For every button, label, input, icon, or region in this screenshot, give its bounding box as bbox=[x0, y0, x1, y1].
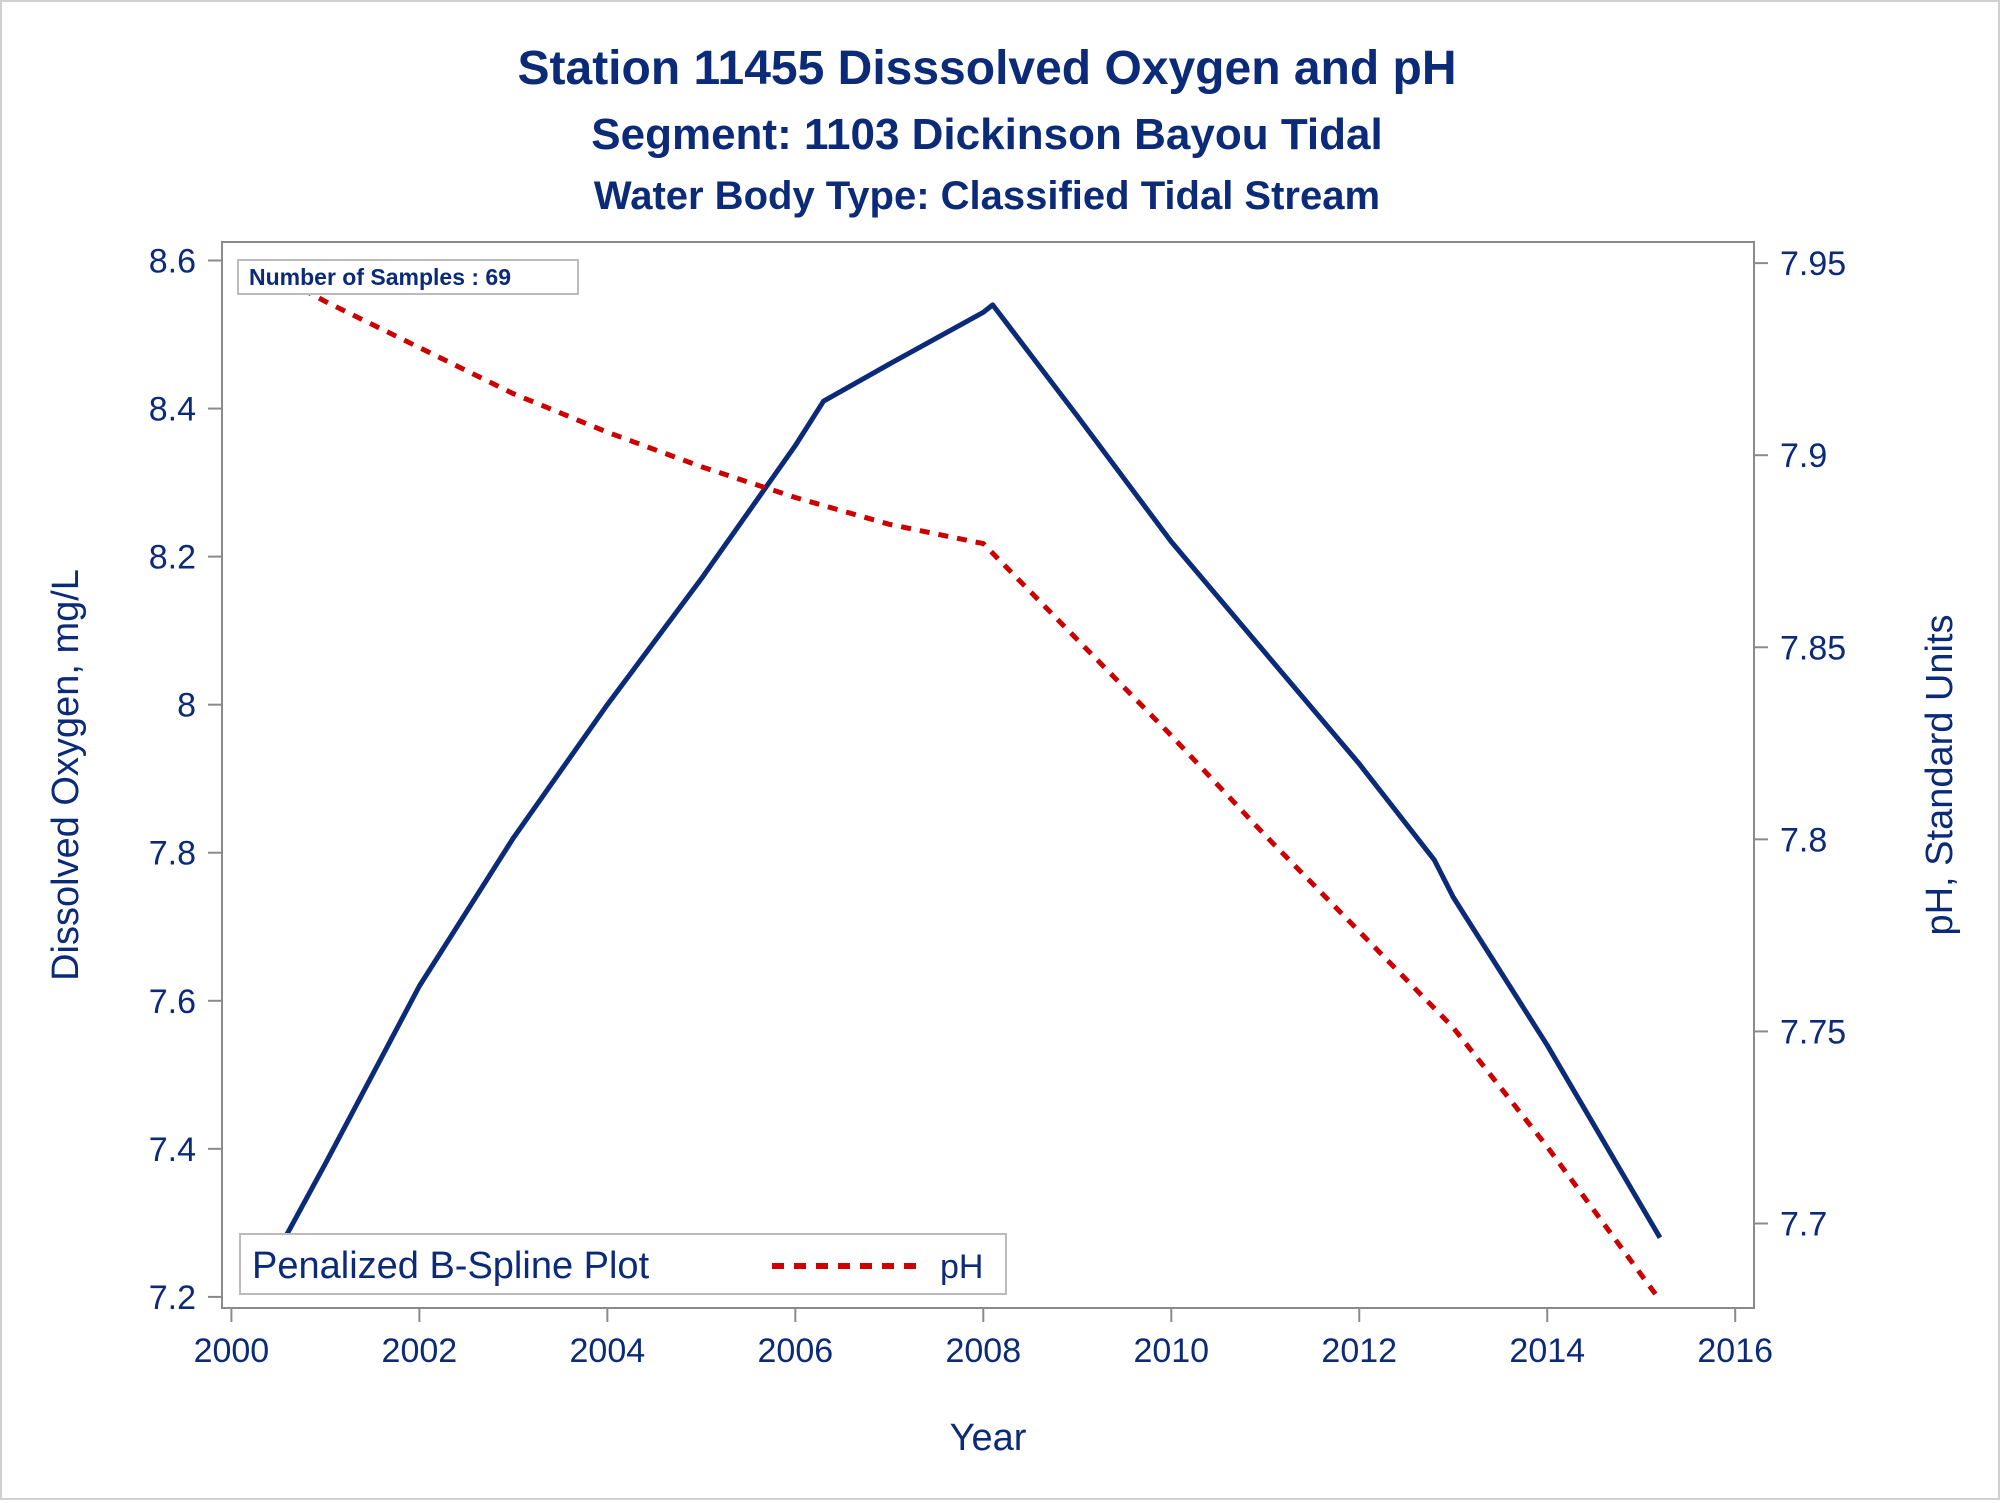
x-axis-label: Year bbox=[950, 1417, 1027, 1459]
y-tick-label: 7.6 bbox=[149, 983, 196, 1021]
dissolved-oxygen-series-line bbox=[266, 302, 1663, 1269]
legend-ph-label: pH bbox=[940, 1248, 983, 1286]
x-tick-label: 2000 bbox=[194, 1332, 270, 1370]
y-axis-label: Dissolved Oxygen, mg/L bbox=[45, 569, 87, 981]
chart-title: Station 11455 Disssolved Oxygen and pH bbox=[518, 42, 1457, 95]
samples-inset-box bbox=[237, 259, 579, 295]
y2-tick-label: 7.75 bbox=[1780, 1013, 1846, 1051]
x-tick-label: 2004 bbox=[570, 1332, 646, 1370]
x-tick-label: 2016 bbox=[1697, 1332, 1773, 1370]
samples-inset-text: Number of Samples : 69 bbox=[249, 264, 511, 290]
y-tick-label: 8 bbox=[177, 687, 196, 725]
x-tick-label: 2014 bbox=[1509, 1332, 1585, 1370]
chart-subtitle-water-body: Water Body Type: Classified Tidal Stream bbox=[594, 174, 1380, 218]
y-tick-label: 8.2 bbox=[149, 539, 196, 577]
y2-tick-label: 7.9 bbox=[1780, 437, 1827, 475]
x-tick-label: 2002 bbox=[382, 1332, 458, 1370]
legend-box bbox=[239, 1233, 1007, 1295]
chart-subtitle-segment: Segment: 1103 Dickinson Bayou Tidal bbox=[591, 110, 1382, 159]
series-layer bbox=[266, 268, 1663, 1302]
y-axis-right: 7.7 7.75 7.8 7.85 7.9 7.95 bbox=[1754, 245, 1846, 1243]
y-axis-left: 7.2 7.4 7.6 7.8 8 8.2 8.4 8.6 bbox=[149, 243, 222, 1317]
plot-area bbox=[221, 241, 1755, 1309]
x-tick-label: 2012 bbox=[1321, 1332, 1397, 1370]
y-tick-label: 8.4 bbox=[149, 391, 196, 429]
ph-series-line bbox=[267, 268, 1663, 1302]
legend: Penalized B-Spline Plot pH bbox=[239, 1233, 1007, 1295]
samples-inset: Number of Samples : 69 bbox=[237, 259, 579, 295]
y2-tick-label: 7.95 bbox=[1780, 245, 1846, 283]
x-axis: 2000 2002 2004 2006 2008 2010 2012 2014 2016 bbox=[194, 1308, 1773, 1370]
y2-tick-label: 7.7 bbox=[1780, 1205, 1827, 1243]
x-tick-label: 2008 bbox=[945, 1332, 1021, 1370]
y2-tick-label: 7.8 bbox=[1780, 821, 1827, 859]
y-tick-label: 7.4 bbox=[149, 1131, 196, 1169]
x-tick-label: 2006 bbox=[758, 1332, 834, 1370]
y-tick-label: 8.6 bbox=[149, 243, 196, 281]
legend-title: Penalized B-Spline Plot bbox=[252, 1245, 650, 1287]
y-tick-label: 7.2 bbox=[149, 1279, 196, 1317]
y-tick-label: 7.8 bbox=[149, 835, 196, 873]
y2-axis-label: pH, Standard Units bbox=[1919, 614, 1961, 935]
y2-tick-label: 7.85 bbox=[1780, 629, 1846, 667]
x-tick-label: 2010 bbox=[1133, 1332, 1209, 1370]
